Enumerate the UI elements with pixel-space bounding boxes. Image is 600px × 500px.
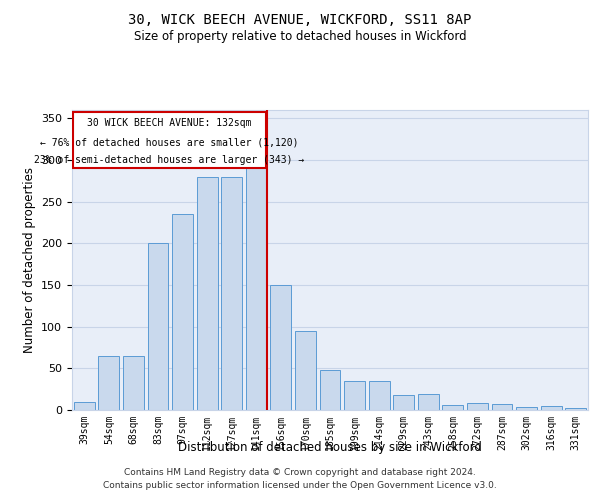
Bar xyxy=(172,214,193,410)
Y-axis label: Number of detached properties: Number of detached properties xyxy=(23,167,35,353)
Text: 30, WICK BEECH AVENUE, WICKFORD, SS11 8AP: 30, WICK BEECH AVENUE, WICKFORD, SS11 8A… xyxy=(128,12,472,26)
Bar xyxy=(295,331,316,410)
Bar xyxy=(74,402,95,410)
Bar xyxy=(491,404,512,410)
Bar xyxy=(221,176,242,410)
Text: Distribution of detached houses by size in Wickford: Distribution of detached houses by size … xyxy=(178,441,482,454)
Bar xyxy=(148,244,169,410)
Bar xyxy=(467,402,488,410)
Text: Contains public sector information licensed under the Open Government Licence v3: Contains public sector information licen… xyxy=(103,480,497,490)
Bar xyxy=(344,381,365,410)
Text: ← 76% of detached houses are smaller (1,120): ← 76% of detached houses are smaller (1,… xyxy=(40,138,299,147)
Bar xyxy=(418,394,439,410)
Text: 23% of semi-detached houses are larger (343) →: 23% of semi-detached houses are larger (… xyxy=(34,155,304,165)
Bar xyxy=(541,406,562,410)
Bar xyxy=(393,395,414,410)
Bar xyxy=(271,285,292,410)
Text: Contains HM Land Registry data © Crown copyright and database right 2024.: Contains HM Land Registry data © Crown c… xyxy=(124,468,476,477)
Bar xyxy=(197,176,218,410)
Text: Size of property relative to detached houses in Wickford: Size of property relative to detached ho… xyxy=(134,30,466,43)
Bar xyxy=(123,356,144,410)
Bar xyxy=(246,168,267,410)
Bar xyxy=(442,405,463,410)
Bar xyxy=(73,112,265,168)
Bar xyxy=(368,381,389,410)
Bar xyxy=(516,406,537,410)
Text: 30 WICK BEECH AVENUE: 132sqm: 30 WICK BEECH AVENUE: 132sqm xyxy=(87,118,251,128)
Bar xyxy=(98,356,119,410)
Bar xyxy=(565,408,586,410)
Bar xyxy=(320,370,340,410)
